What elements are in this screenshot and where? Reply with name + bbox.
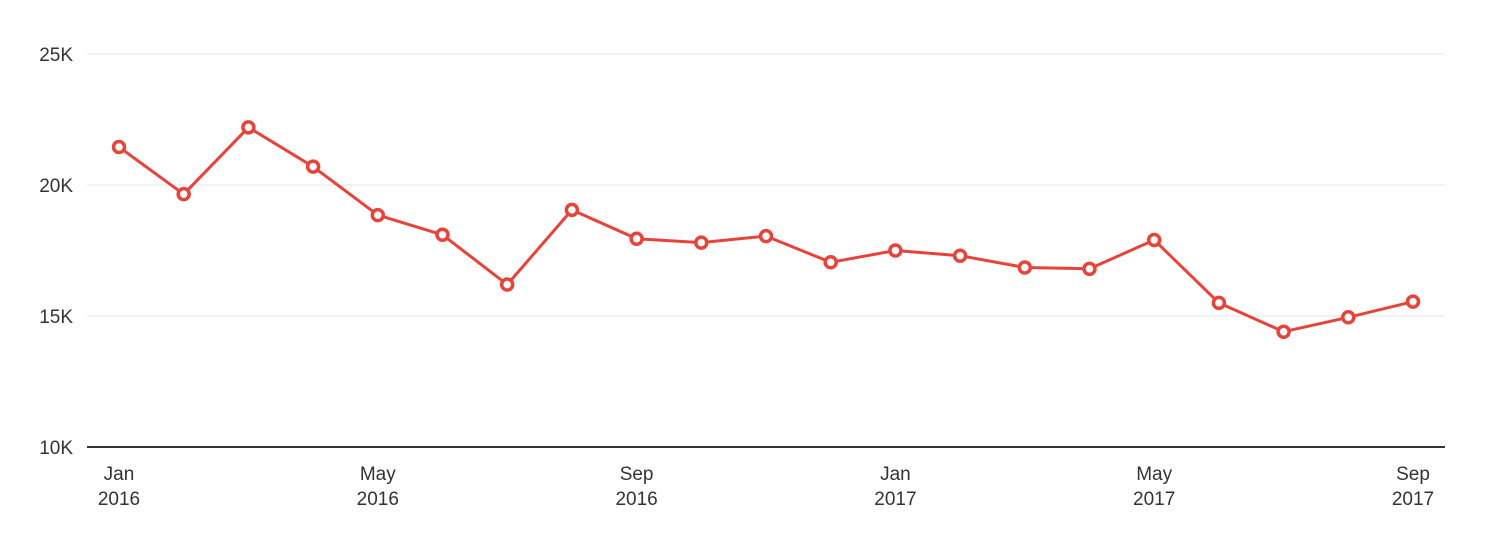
y-tick-label: 10K [39,438,73,459]
x-tick-month-label: Jan [880,464,911,485]
x-tick-year-label: 2017 [1392,489,1434,510]
data-point [241,120,256,135]
data-point [1082,261,1097,277]
y-axis-tick-labels: 10K 15K 20K 25K [39,45,73,459]
data-point [1405,294,1421,309]
y-tick-label: 20K [39,176,73,197]
data-point [1276,324,1291,339]
data-point [823,255,838,270]
x-tick-year-label: 2016 [615,489,657,510]
y-tick-label: 25K [39,45,73,66]
data-point [1146,232,1162,248]
data-point [1211,295,1227,311]
data-point [888,243,903,258]
data-point [435,227,450,243]
data-point [176,186,191,202]
data-point [952,248,968,263]
x-tick-year-label: 2017 [1133,489,1175,510]
x-tick-month-label: May [1136,464,1172,485]
data-point [1017,260,1033,275]
y-tick-label: 15K [39,307,73,328]
data-point [564,202,580,218]
series-points [111,120,1421,339]
x-axis-tick-labels: Jan 2016 May 2016 Sep 2016 Jan 2017 May 2017 Sep 20… [98,464,1434,510]
data-point [305,159,321,174]
x-tick-month-label: Sep [1396,464,1430,485]
data-point [694,235,709,250]
data-point [370,207,386,223]
data-point [1341,310,1356,325]
x-tick-month-label: Jan [104,464,135,485]
data-point [758,228,774,244]
data-point [111,139,127,155]
x-tick-month-label: May [360,464,396,485]
data-point [629,231,644,246]
gridlines [87,53,1445,317]
data-point [499,277,515,292]
x-tick-year-label: 2017 [874,489,916,510]
x-tick-month-label: Sep [620,464,654,485]
x-tick-year-label: 2016 [98,489,140,510]
x-tick-year-label: 2016 [357,489,399,510]
